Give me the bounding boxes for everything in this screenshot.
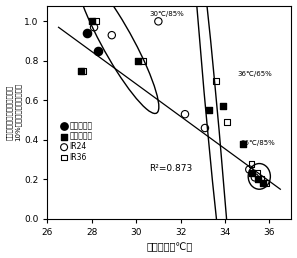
ユメヒカリ — [249, 171, 254, 175]
IR24 — [252, 175, 257, 180]
IR36 — [259, 177, 264, 181]
IR24 — [183, 112, 187, 116]
Legend: ヒノヒカリ, ユメヒカリ, IR24, IR36: ヒノヒカリ, ユメヒカリ, IR24, IR36 — [61, 121, 93, 162]
Text: 30℃/85%: 30℃/85% — [149, 11, 184, 17]
ユメヒカリ — [207, 108, 212, 112]
Y-axis label: 穂における充実花粉の比率が
10%以上である顆花の割合: 穂における充実花粉の比率が 10%以上である顆花の割合 — [6, 83, 21, 141]
IR36 — [94, 19, 99, 23]
IR36 — [249, 162, 254, 166]
Text: 36℃/85%: 36℃/85% — [241, 140, 275, 146]
ユメヒカリ — [89, 19, 94, 23]
Text: 36℃/65%: 36℃/65% — [237, 71, 272, 77]
IR24 — [203, 126, 207, 130]
IR36 — [80, 69, 85, 73]
Text: R²=0.873: R²=0.873 — [149, 164, 193, 173]
ヒノヒカリ — [96, 49, 101, 53]
IR24 — [156, 19, 161, 23]
IR36 — [225, 120, 230, 124]
ユメヒカリ — [220, 104, 225, 108]
ヒノヒカリ — [85, 31, 90, 35]
ユメヒカリ — [136, 59, 141, 63]
ユメヒカリ — [256, 177, 260, 181]
IR24 — [247, 167, 252, 172]
ユメヒカリ — [240, 142, 245, 146]
IR36 — [214, 78, 218, 83]
IR36 — [263, 181, 268, 186]
X-axis label: 穂の温度（℃）: 穂の温度（℃） — [146, 243, 192, 252]
ユメヒカリ — [260, 181, 265, 186]
ユメヒカリ — [78, 69, 83, 73]
IR36 — [140, 59, 145, 63]
IR24 — [109, 33, 114, 37]
IR24 — [92, 25, 97, 29]
IR36 — [255, 171, 260, 175]
